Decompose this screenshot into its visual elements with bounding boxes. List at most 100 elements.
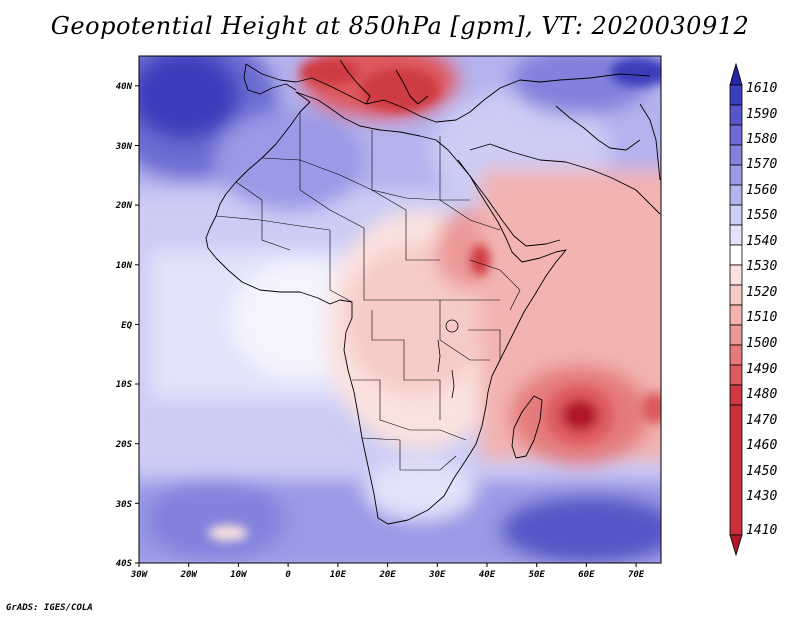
colorbar-label-1570: 1570 [746,157,777,172]
field-high-north-atlantic-core [139,56,240,140]
red-sea-coast [457,159,561,247]
colorbar-label-1540: 1540 [746,234,777,249]
ylabel-30s: 30S [115,500,133,510]
border-5 [215,215,331,231]
xlabel-50e: 50E [529,570,546,580]
border-7 [329,230,353,303]
xlabel-20w: 20W [180,570,199,580]
field-south-africa-light [365,460,475,520]
xlabel-10w: 10W [230,570,248,580]
border-4 [439,136,501,231]
border-10 [439,300,490,361]
ylabel-40n: 40N [116,82,133,92]
colorbar-box-1540 [729,184,743,206]
axis-ticks [135,85,637,567]
colorbar-label-1480: 1480 [746,387,777,402]
colorbar-box-1460 [729,344,743,366]
colorbar-box-1530 [729,204,743,226]
xlabel-20e: 20E [378,570,396,580]
europe-coastline [245,63,651,123]
colorbar-label-1410: 1410 [746,523,777,538]
ylabel-20n: 20N [115,201,133,211]
field-far-ne-high [610,57,661,87]
border-9 [371,310,441,420]
colorbar-bottom-arrow [729,534,743,557]
border-3 [371,130,440,261]
border-12 [361,437,457,471]
colorbar-label-1500: 1500 [746,336,777,351]
colorbar-label-1590: 1590 [746,107,777,122]
xlabel-30w: 30W [130,570,149,580]
lakes [437,319,459,399]
colorbar-box-1590 [729,84,743,106]
border-13 [469,259,521,311]
colorbar-labels: 1610 1590 1580 1570 1560 1550 1540 1530 … [746,81,777,538]
colorbar-box-1430 [729,384,743,406]
colorbar-label-1490: 1490 [746,362,777,377]
field-aegean-core [300,58,360,86]
xlabel-30e: 30E [428,570,446,580]
colorbar-box-1490 [729,284,743,306]
colorbar-label-1430: 1430 [746,489,777,504]
field-mediterranean-core [360,68,440,112]
country-borders [215,112,521,471]
india-coastline [639,103,661,181]
colorbar-box-1570 [729,124,743,146]
colorbar-label-1550: 1550 [746,208,777,223]
ylabel-10n: 10N [116,261,133,271]
field-south-atlantic-low [208,525,248,541]
lake-victoria [445,319,459,333]
field-sudan-core [470,244,490,276]
xlabel-10e: 10E [330,570,347,580]
map-title: Geopotential Height at 850hPa [gpm], VT:… [50,12,750,40]
colorbar-top-arrow [729,62,743,86]
xlabel-40e: 40E [479,570,496,580]
colorbar-label-1560: 1560 [746,183,777,198]
field-mozambique-core2 [562,399,598,431]
colorbar-box-1500 [729,264,743,286]
colorbar-label-1470: 1470 [746,413,777,428]
colorbar-label-1580: 1580 [746,132,777,147]
ylabel-20s: 20S [115,440,133,450]
iberia-coastline [243,63,297,95]
ylabel-30n: 30N [115,142,133,152]
border-2 [299,112,365,260]
colorbar-box-1470 [729,324,743,346]
colorbar-box-1560 [729,144,743,166]
xlabel-70e: 70E [628,570,645,580]
arabia-coastline [469,143,661,215]
greece-coastline [395,69,429,105]
colorbar-box-1450 [729,364,743,386]
colorbar-label-1530: 1530 [746,259,777,274]
colorbar-box-1480 [729,304,743,326]
colorbar-box-1550 [729,164,743,186]
xlabel-0: 0 [285,570,291,580]
colorbar-box-1410 [729,404,743,536]
field-saharan-west [215,110,365,210]
x-axis-labels: 30W 20W 10W 0 10E 20E 30E 40E 50E 60E 70… [130,570,645,580]
border-6 [235,181,291,251]
field-southern-indian-high [500,495,661,563]
y-axis-labels: 40N 30N 20N 10N EQ 10S 20S 30S 40S [115,82,133,569]
colorbar-box-1510 [729,244,743,266]
colorbar-label-1520: 1520 [746,285,777,300]
border-14 [468,329,501,360]
coastlines [205,59,661,525]
colorbar-box-1580 [729,104,743,126]
africa-coastline [205,91,567,525]
ylabel-10s: 10S [116,380,133,390]
lake-malawi [451,369,455,399]
border-11 [352,379,467,441]
colorbar-label-1460: 1460 [746,438,777,453]
field-south-atlantic-high [145,480,285,560]
border-8 [363,260,500,301]
height-field [139,56,661,563]
ylabel-40s: 40S [116,559,133,569]
colorbar-label-1450: 1450 [746,464,777,479]
field-east-core [641,392,661,424]
colorbar-label-1610: 1610 [746,81,777,96]
grads-credit: GrADS: IGES/COLA [6,603,93,613]
colorbar-label-1510: 1510 [746,310,777,325]
xlabel-60e: 60E [578,570,595,580]
